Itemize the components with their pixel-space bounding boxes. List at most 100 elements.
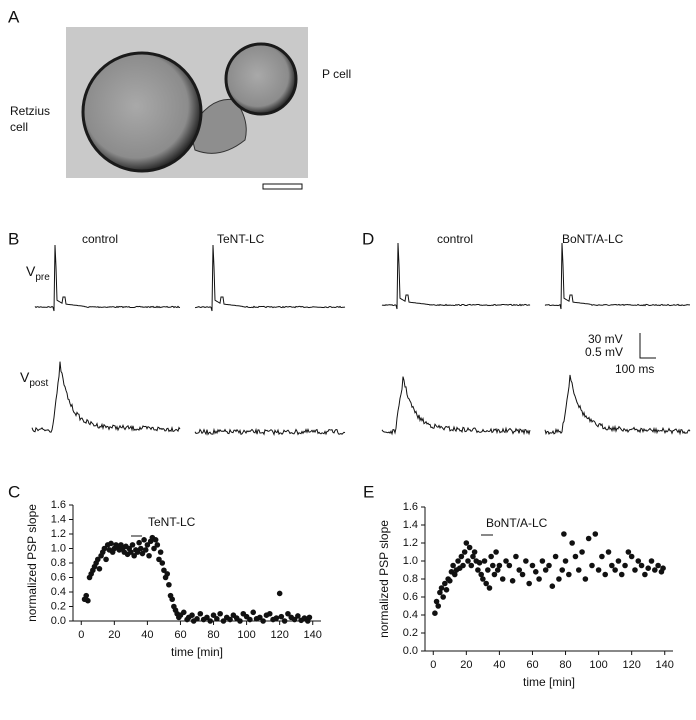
trace — [194, 427, 346, 436]
data-point — [295, 613, 301, 619]
data-point — [632, 567, 638, 573]
data-point — [451, 571, 458, 578]
data-point — [645, 565, 651, 571]
data-point — [579, 549, 585, 555]
data-point — [648, 558, 655, 564]
data-point — [291, 616, 298, 623]
data-point — [503, 558, 509, 564]
y-tick-label: 1.6 — [51, 499, 66, 511]
data-point — [141, 537, 147, 543]
data-point — [96, 566, 103, 572]
data-point — [609, 562, 615, 569]
data-point — [458, 553, 465, 560]
x-axis-label: time [min] — [171, 645, 223, 659]
data-point — [602, 571, 609, 578]
x-tick-label: 80 — [207, 629, 219, 641]
data-point — [442, 580, 448, 587]
subscript: pre — [35, 272, 50, 283]
data-point — [491, 571, 498, 578]
data-point — [136, 539, 142, 546]
data-point — [210, 612, 217, 618]
y-tick-label: 0.6 — [403, 591, 418, 603]
annotation: BoNT/A-LC — [486, 516, 548, 530]
data-point — [655, 562, 661, 569]
data-point — [478, 571, 485, 578]
data-point — [489, 562, 496, 569]
y-tick-label: 1.4 — [403, 519, 418, 531]
data-point — [599, 553, 605, 560]
data-point — [247, 616, 253, 623]
data-point — [562, 558, 569, 564]
x-tick-label: 60 — [174, 629, 186, 641]
x-tick-label: 0 — [78, 629, 84, 641]
traces — [31, 242, 691, 436]
x-tick-label: 40 — [141, 629, 153, 641]
y-axis-label: normalized PSP slope — [377, 520, 391, 638]
data-point — [437, 589, 443, 596]
data-point — [506, 562, 513, 569]
x-tick-label: 120 — [622, 659, 640, 671]
data-point — [496, 562, 503, 569]
data-point — [455, 558, 461, 564]
data-point — [463, 540, 470, 546]
y-tick-label: 0.2 — [51, 600, 66, 612]
data-point — [129, 542, 136, 548]
data-point — [440, 594, 446, 600]
cell-label: P cell — [322, 67, 351, 81]
data-point — [470, 553, 476, 560]
y-tick-label: 1.0 — [403, 555, 418, 567]
data-point — [151, 545, 157, 552]
trace — [544, 374, 691, 436]
y-tick-label: 1.6 — [403, 501, 418, 513]
trace — [544, 242, 690, 310]
data-point — [556, 576, 562, 582]
data-point — [101, 545, 108, 552]
data-point — [144, 542, 151, 548]
panel-label: E — [363, 482, 374, 501]
data-point — [108, 540, 114, 547]
panel-label: D — [362, 229, 374, 248]
data-point — [475, 567, 481, 573]
data-point — [552, 553, 559, 560]
data-point — [618, 571, 625, 578]
data-point — [526, 580, 532, 587]
data-point — [435, 603, 442, 609]
data-point — [103, 556, 109, 563]
data-point — [622, 562, 628, 569]
trace — [381, 376, 531, 436]
data-point — [285, 610, 291, 617]
y-tick-label: 0.4 — [403, 609, 418, 621]
micrograph — [66, 27, 308, 190]
x-tick-label: 40 — [493, 659, 505, 671]
data-point — [471, 549, 478, 555]
symbol: V — [20, 369, 30, 385]
data-point — [480, 576, 486, 582]
data-point — [572, 553, 579, 560]
x-tick-label: 20 — [460, 659, 472, 671]
data-point — [180, 609, 187, 616]
data-point — [519, 571, 526, 578]
trace — [194, 244, 346, 312]
scale-label: 0.5 mV — [585, 345, 623, 359]
data-point — [532, 569, 539, 575]
x-tick-label: 120 — [270, 629, 288, 641]
data-point — [164, 571, 171, 577]
condition-label: BoNT/A-LC — [562, 232, 624, 246]
data-point — [161, 567, 167, 574]
data-point — [447, 578, 453, 584]
data-point — [561, 531, 567, 537]
data-point — [628, 553, 635, 560]
data-point — [638, 562, 645, 569]
data-point — [250, 609, 257, 616]
data-point — [605, 549, 612, 555]
scale-label: 30 mV — [588, 332, 623, 346]
data-point — [276, 590, 283, 597]
y-tick-label: 1.4 — [51, 513, 66, 525]
data-point — [260, 618, 266, 624]
trace-label: Vpre — [26, 263, 50, 283]
data-point — [128, 549, 134, 555]
y-tick-label: 0.2 — [403, 627, 418, 639]
data-point — [438, 585, 445, 591]
data-point — [433, 598, 440, 605]
y-tick-label: 0.8 — [403, 573, 418, 585]
